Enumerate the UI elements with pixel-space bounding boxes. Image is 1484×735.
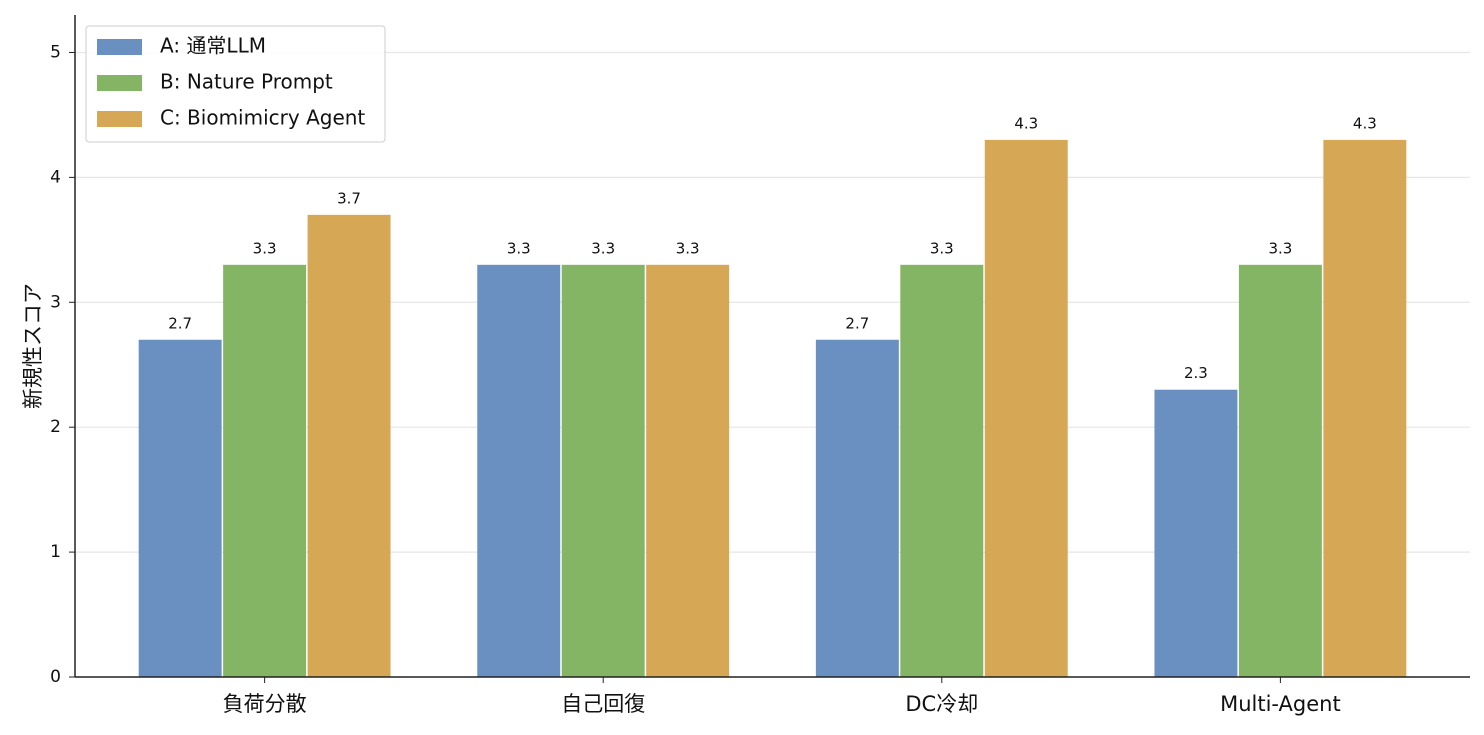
data-label: 3.3 bbox=[1268, 239, 1292, 257]
data-label: 2.7 bbox=[168, 314, 192, 332]
y-tick-label: 1 bbox=[50, 542, 61, 562]
bar bbox=[1154, 389, 1238, 677]
y-tick-label: 2 bbox=[50, 417, 61, 437]
legend-swatch bbox=[97, 39, 142, 55]
legend-box bbox=[85, 25, 386, 143]
bar bbox=[561, 264, 645, 677]
y-tick-label: 0 bbox=[50, 667, 61, 687]
y-tick-label: 4 bbox=[50, 167, 61, 187]
data-label: 3.3 bbox=[676, 239, 700, 257]
data-label: 2.7 bbox=[845, 314, 869, 332]
bar bbox=[984, 139, 1068, 678]
legend-swatch bbox=[97, 75, 142, 91]
bar bbox=[477, 264, 561, 677]
x-tick-label: 負荷分散 bbox=[223, 692, 307, 716]
bar bbox=[138, 339, 222, 677]
data-label: 3.3 bbox=[253, 239, 277, 257]
legend-label: B: Nature Prompt bbox=[160, 70, 333, 94]
legend-label: A: 通常LLM bbox=[160, 34, 266, 58]
bar bbox=[1238, 264, 1322, 677]
data-label: 3.3 bbox=[591, 239, 615, 257]
bar bbox=[1323, 139, 1407, 678]
legend-label: C: Biomimicry Agent bbox=[160, 106, 365, 130]
legend: A: 通常LLM B: Nature Prompt C: Biomimicry Ag… bbox=[85, 25, 386, 143]
bar bbox=[307, 214, 391, 677]
data-label: 3.3 bbox=[507, 239, 531, 257]
data-label: 4.3 bbox=[1014, 114, 1038, 132]
y-tick-label: 5 bbox=[50, 42, 61, 62]
data-label: 2.3 bbox=[1184, 364, 1208, 382]
x-tick-label: Multi-Agent bbox=[1220, 692, 1341, 716]
bar bbox=[223, 264, 307, 677]
bar bbox=[900, 264, 984, 677]
bar bbox=[646, 264, 730, 677]
y-tick-label: 3 bbox=[50, 292, 61, 312]
data-label: 3.7 bbox=[337, 189, 361, 207]
y-axis-label: 新規性スコア bbox=[21, 283, 45, 409]
data-label: 4.3 bbox=[1353, 114, 1377, 132]
bar bbox=[815, 339, 899, 677]
legend-swatch bbox=[97, 111, 142, 127]
x-tick-label: 自己回復 bbox=[561, 692, 645, 716]
data-label: 3.3 bbox=[930, 239, 954, 257]
x-tick-label: DC冷却 bbox=[905, 692, 978, 716]
